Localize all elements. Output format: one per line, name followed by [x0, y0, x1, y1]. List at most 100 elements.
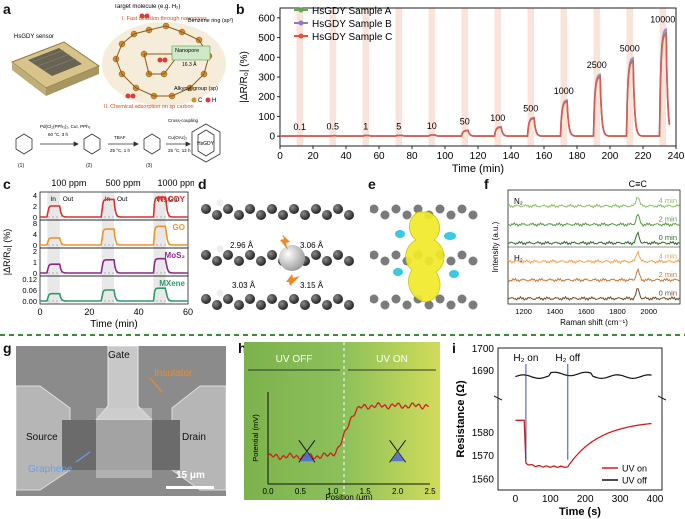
carbon-atom-d-2-5 — [256, 300, 266, 310]
arrow-d2 — [286, 274, 300, 286]
trace-label-f-1-2: 0 min — [659, 289, 677, 298]
hydrogen-atom-d-1 — [216, 245, 224, 253]
hydrogen-atom-d-0 — [216, 199, 224, 207]
panel-label-i: i — [452, 340, 456, 356]
peak-label-f: C≡C — [629, 179, 648, 189]
carbon-atom-d-2-1 — [212, 300, 222, 310]
trace-label-f-1-1: 2 min — [659, 270, 677, 279]
ytick-label-c-0-0: 0 — [33, 213, 37, 222]
ytick-label-c-1-1: 4 — [33, 230, 37, 239]
insulator-pointer — [149, 377, 163, 393]
xtick-label-c-0: 0 — [37, 307, 42, 317]
depletion-blob-2 — [444, 232, 456, 240]
carbon-atom-d-2-0 — [201, 294, 211, 304]
ytick-label-c-1-0: 0 — [33, 241, 37, 250]
gas-label-f-1: H₂ — [514, 254, 523, 263]
carbon-atom-e-1-1 — [380, 256, 390, 266]
legend-label-2: HsGDY Sample C — [312, 32, 392, 43]
carbon-atom-e-0-2 — [391, 204, 401, 214]
nanopore-box — [171, 45, 211, 61]
trace-label-f-1-0: 4 min — [659, 252, 677, 261]
insulator-layer — [96, 408, 152, 478]
carbon-atom-d-0-0 — [201, 204, 211, 214]
target-label: Target molecule (e.g. H₂) — [114, 4, 180, 10]
pulse-band-3 — [395, 8, 403, 146]
chart-h: UV OFF UV ON 0.0 0.5 1.0 1.5 2.0 2.5 Position (μ… — [244, 342, 440, 500]
carbon-atom-e-0-7 — [446, 210, 456, 220]
panel-label-g: g — [3, 340, 12, 356]
xtick-label-b-220: 220 — [635, 151, 652, 162]
panel-label-d: d — [198, 176, 207, 192]
series-line-uv-on — [515, 419, 652, 469]
carbon-atom-e-1-7 — [446, 256, 456, 266]
xtick-label-f-1600: 1600 — [578, 307, 595, 316]
xtick-label-i-400: 400 — [647, 494, 664, 505]
out-label-c-0: Out — [63, 196, 74, 203]
xtick-label-c-40: 40 — [134, 307, 144, 317]
trace-label-f-0-0: 4 min — [659, 196, 677, 205]
panel-label-c: c — [3, 176, 11, 192]
legend-label-i-0: UV on — [622, 464, 647, 474]
xlabel-c: Time (min) — [90, 319, 137, 330]
series-line-uv-off — [515, 371, 652, 380]
carbon-atom-d-2-6 — [267, 294, 277, 304]
legend-h: H — [212, 98, 216, 104]
xtick-label-b-60: 60 — [373, 151, 385, 162]
chart-b: 0 20 40 60 80 100 120 140 160 180 200 220 240 0 100 200… — [239, 6, 685, 175]
axis-break-right — [657, 395, 667, 401]
xtick-label-b-240: 240 — [668, 151, 685, 162]
panel-label-e: e — [368, 176, 376, 192]
xlabel-i: Time (s) — [559, 506, 601, 518]
carbon-atom-e-1-9 — [468, 256, 478, 266]
xtick-label-b-160: 160 — [536, 151, 553, 162]
series-line-hsgdy-sample-a — [280, 30, 671, 137]
h2-off-label: H₂ off — [555, 353, 580, 364]
carbon-atom-d-2-2 — [223, 294, 233, 304]
xtick-label-h-1: 0.5 — [295, 487, 307, 496]
conc-label-6: 100 — [490, 113, 505, 123]
trace-f-0-1 — [507, 213, 680, 228]
carbon-atom-e-0-3 — [402, 210, 412, 220]
row-name-c-3: MXene — [159, 279, 185, 288]
xtick-label-h-0: 0.0 — [262, 487, 274, 496]
in-label-c-2: In — [156, 196, 162, 203]
react3c-label: 25 °C, 12 h — [168, 148, 191, 153]
dist-label-3: 3.03 Å — [232, 281, 256, 290]
carbon-atom-d-0-11 — [322, 210, 332, 220]
carbon-atom-d-2-4 — [245, 294, 255, 304]
carbon-atom-d-2-7 — [278, 300, 288, 310]
trace-f-1-0 — [507, 249, 680, 265]
ytick-label-i-1700: 1700 — [472, 344, 495, 355]
ytick-label-c-0-1: 2 — [33, 202, 37, 211]
pulse-band-7 — [527, 8, 535, 146]
conc-label-5: 50 — [460, 116, 470, 126]
carbon-atom-d-1-1 — [212, 256, 222, 266]
scale-bar — [166, 486, 214, 489]
carbon-atom-e-1-2 — [391, 250, 401, 260]
carbon-atom-d-1-6 — [267, 250, 277, 260]
h2-molecule-d — [279, 245, 305, 271]
potential-line — [267, 401, 430, 461]
series-line-c-3 — [40, 287, 188, 302]
panel-g-micrograph: Gate Source Drain Insulator Graphene 15 … — [16, 346, 226, 496]
panel-divider — [0, 334, 685, 336]
carbon-atom-d-2-11 — [322, 300, 332, 310]
carbon-atom-d-2-12 — [333, 294, 343, 304]
benzene-label: Benzene ring (sp²) — [188, 18, 233, 24]
step2-label: II. Chemical adsorption on sp carbon — [104, 104, 194, 110]
conc-label-2: 1 — [363, 122, 368, 132]
react2-label: TBAF — [114, 135, 126, 140]
carbon-atom-d-1-13 — [344, 256, 354, 266]
react3-label: Cross-coupling — [168, 118, 199, 123]
top-label-c-2: 1000 ppm — [157, 178, 194, 188]
pulse-band-6 — [494, 8, 502, 146]
compound-1: (1) — [18, 163, 24, 169]
carbon-atom-e-2-2 — [391, 294, 401, 304]
xtick-label-i-0: 0 — [513, 494, 519, 505]
xtick-label-b-0: 0 — [277, 151, 283, 162]
ytick-label-b-600: 600 — [258, 13, 275, 24]
xtick-label-f-1800: 1800 — [609, 307, 626, 316]
dist-label-2: 3.06 Å — [300, 241, 324, 250]
top-label-c-0: 100 ppm — [51, 178, 86, 188]
